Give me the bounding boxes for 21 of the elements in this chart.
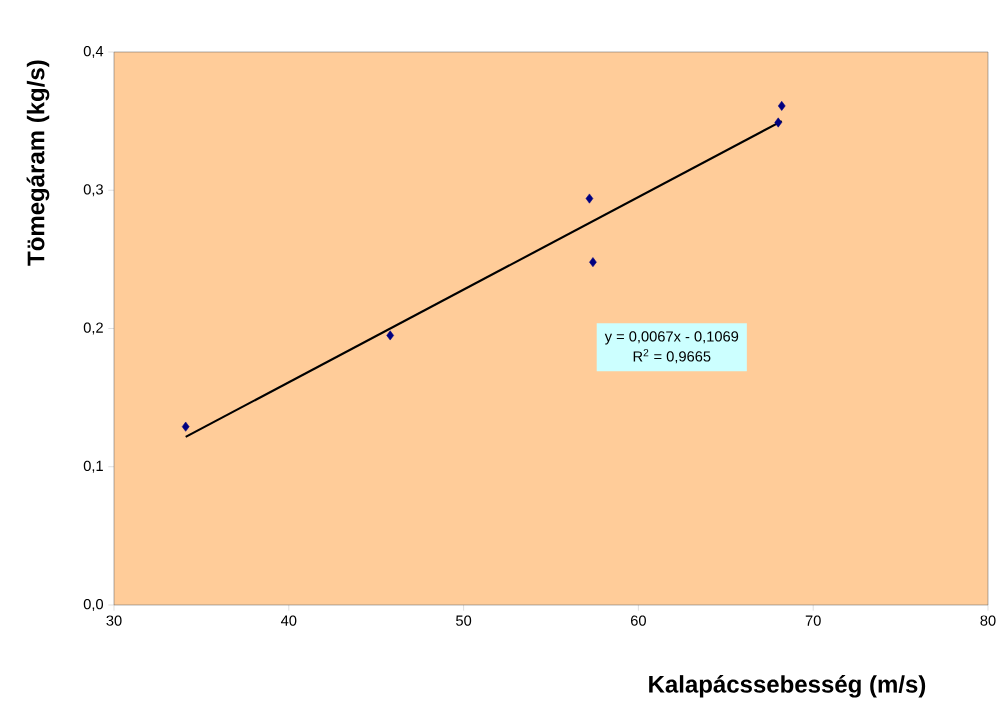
annotation: y = 0,0067x - 0,1069 bbox=[604, 331, 739, 345]
point bbox=[585, 193, 594, 204]
y-tick-label: 0,1 bbox=[83, 460, 103, 473]
y-tick-label: 0,0 bbox=[83, 598, 104, 612]
point bbox=[386, 330, 394, 341]
point bbox=[181, 421, 190, 432]
x-tick-label: 50 bbox=[456, 615, 472, 626]
point bbox=[774, 117, 782, 128]
y-axis-title: Tömegáram (kg/s) bbox=[26, 60, 50, 266]
x-tick-label: 40 bbox=[280, 615, 297, 626]
x-tick-label: 70 bbox=[805, 615, 821, 626]
y-tick-label: 0,4 bbox=[83, 45, 104, 59]
x-tick-label: 30 bbox=[106, 615, 122, 626]
y-tick-label: 0,3 bbox=[83, 184, 103, 197]
point bbox=[777, 100, 786, 111]
x-tick-label: 80 bbox=[980, 615, 996, 626]
x-axis-title: Kalapácssebesség (m/s) bbox=[649, 674, 926, 698]
x-tick-label: 60 bbox=[630, 615, 646, 626]
annotation: R$^{2}$ = 0,9665 bbox=[633, 349, 711, 364]
y-tick-label: 0,2 bbox=[83, 322, 103, 335]
point bbox=[589, 257, 597, 268]
